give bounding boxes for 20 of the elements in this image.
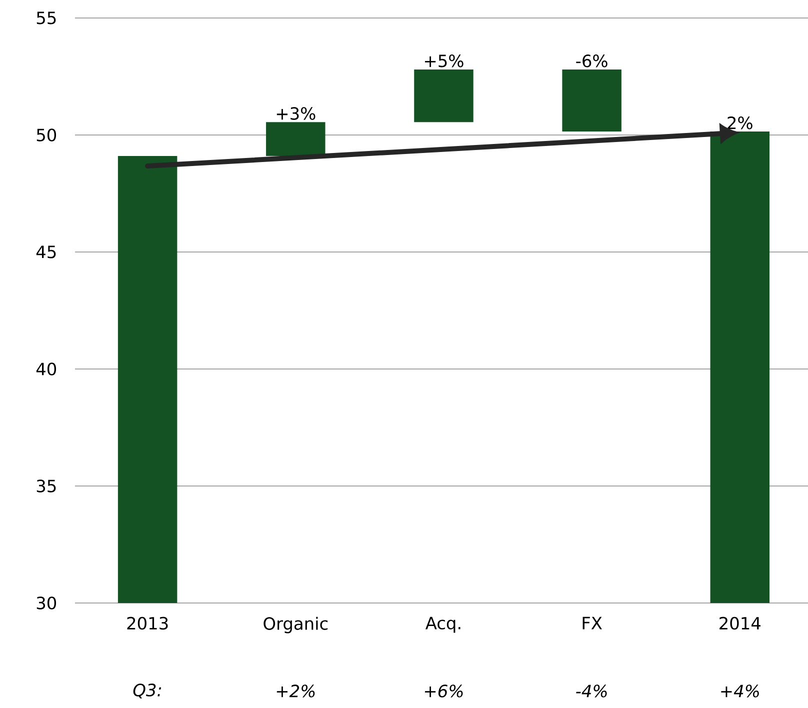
y-tick-label: 45 [36, 246, 56, 258]
x-tick-label: Organic [264, 616, 328, 634]
y-tick-label: 30 [36, 596, 56, 610]
text: +6% [424, 684, 463, 698]
text: +2% [276, 684, 315, 698]
text: Q3: [133, 684, 162, 698]
x-tick-label: Acq. [425, 616, 460, 633]
y-tick-label: 55 [36, 12, 56, 24]
x-tick-label: 2013 [127, 616, 168, 630]
text: +4% [721, 684, 759, 698]
text: -4% [576, 684, 607, 698]
annotation: 2% [728, 116, 752, 130]
x-tick-label: 2014 [720, 616, 760, 630]
annotation: +5% [424, 54, 464, 68]
y-tick-label: 40 [36, 362, 56, 376]
y-tick-label: 35 [36, 480, 56, 492]
y-tick-label: 50 [36, 128, 56, 142]
annotation: -6% [576, 54, 608, 68]
annotation: +3% [276, 107, 316, 120]
x-tick-label: FX [582, 616, 602, 630]
